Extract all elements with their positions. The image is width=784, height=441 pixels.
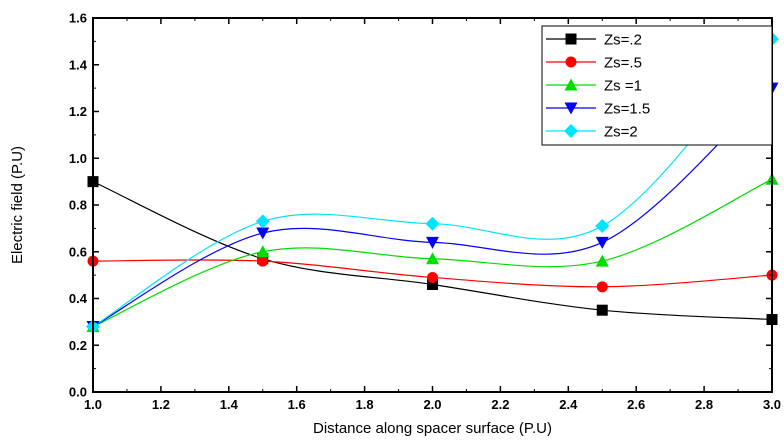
data-point-marker <box>427 278 438 290</box>
y-tick-label: 0.8 <box>69 198 87 213</box>
legend-marker <box>564 124 578 138</box>
y-tick-label: 1.6 <box>69 11 87 26</box>
y-tick-label: 0.6 <box>69 244 87 259</box>
x-tick-label: 1.0 <box>84 397 102 412</box>
legend-marker <box>565 56 577 68</box>
x-tick-label: 2.4 <box>559 397 578 412</box>
x-axis-label: Distance along spacer surface (P.U) <box>313 420 552 437</box>
x-tick-label: 2.8 <box>695 397 713 412</box>
series-line-0 <box>92 181 773 321</box>
legend-marker <box>565 33 577 45</box>
data-point-marker <box>595 219 610 234</box>
legend-label: Zs =1 <box>604 78 642 95</box>
y-tick-label: 0.4 <box>69 291 88 306</box>
data-point-marker <box>426 252 439 265</box>
legend-label: Zs=2 <box>604 124 638 141</box>
x-tick-label: 2.2 <box>491 397 509 412</box>
y-tick-label: 0.2 <box>69 338 87 353</box>
data-point-marker <box>425 216 440 231</box>
data-point-marker <box>596 281 608 293</box>
x-tick-label: 3.0 <box>763 397 781 412</box>
y-tick-label: 1.0 <box>69 151 87 166</box>
y-tick-label: 0.0 <box>69 385 87 400</box>
x-tick-label: 1.8 <box>356 397 374 412</box>
legend: Zs=.2 Zs=.5 Zs =1 Zs=1.5 Zs=2 <box>541 25 773 146</box>
legend-marker <box>564 78 578 91</box>
x-tick-label: 1.4 <box>220 397 239 412</box>
data-point-marker <box>257 255 269 267</box>
data-point-marker <box>595 254 609 267</box>
x-tick-label: 1.6 <box>288 397 306 412</box>
legend-label: Zs=1.5 <box>604 101 650 118</box>
x-tick-label: 2.6 <box>627 397 645 412</box>
legend-label: Zs=.2 <box>604 32 642 49</box>
data-point-marker <box>256 245 270 258</box>
x-tick-label: 2.0 <box>423 397 441 412</box>
data-point-marker <box>427 271 438 283</box>
y-tick-label: 1.4 <box>69 57 88 72</box>
legend-label: Zs=.5 <box>604 55 642 72</box>
data-point-marker <box>596 304 608 316</box>
data-point-marker <box>255 214 270 229</box>
legend-marker <box>564 102 578 115</box>
data-point-marker <box>256 227 270 240</box>
data-point-marker <box>426 236 439 249</box>
x-tick-label: 1.2 <box>152 397 170 412</box>
y-axis-label: Electric field (P.U) <box>9 146 26 264</box>
data-point-marker <box>595 236 609 249</box>
y-tick-label: 1.2 <box>69 104 87 119</box>
